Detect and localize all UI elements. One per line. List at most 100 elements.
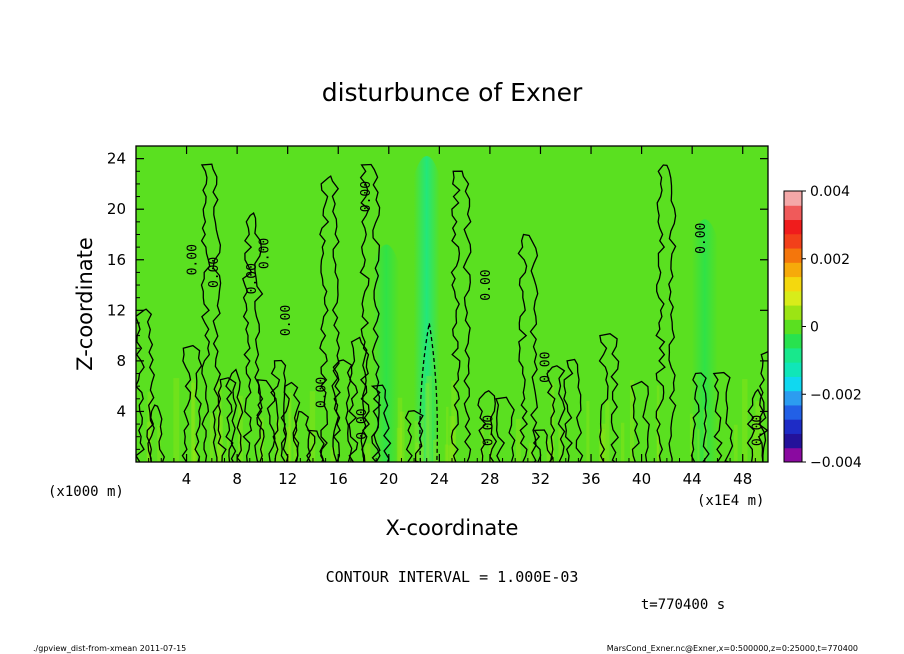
contour-line	[217, 377, 237, 462]
positive-speckle	[448, 445, 452, 462]
contour-label: 0.00	[258, 238, 273, 269]
colorbar-swatch	[784, 219, 802, 235]
x-unit-label: (x1000 m)	[48, 484, 124, 500]
x-tick-label: 20	[379, 470, 398, 488]
contour-line	[404, 410, 424, 462]
positive-speckle	[397, 397, 403, 462]
contour-line	[332, 359, 353, 462]
x-tick-label: 28	[480, 470, 499, 488]
x-tick-label: 24	[430, 470, 449, 488]
contour-label: 0.00	[355, 408, 370, 439]
colorbar-tick-label: 0	[810, 320, 819, 336]
x-scale-label: (x1E4 m)	[697, 493, 764, 509]
colorbar-swatch	[784, 362, 802, 377]
positive-speckle	[742, 379, 748, 462]
contour-label: 0.00	[538, 352, 553, 383]
contour-line	[348, 336, 368, 462]
colorbar-swatch	[784, 390, 802, 406]
y-tick-label: 20	[107, 200, 126, 218]
contour-line	[256, 379, 276, 462]
contour-line	[359, 163, 381, 462]
positive-speckle	[451, 380, 456, 462]
contour-line	[712, 371, 734, 462]
colorbar-swatch	[784, 376, 802, 392]
contour-line	[450, 170, 472, 462]
colorbar-swatch	[784, 191, 802, 206]
positive-speckle	[147, 392, 152, 462]
x-tick-label: 12	[278, 470, 297, 488]
contour-line	[495, 396, 516, 462]
contour-line	[146, 404, 166, 462]
contour-line	[517, 233, 539, 462]
colorbar-swatch	[784, 433, 802, 449]
positive-speckle	[489, 412, 493, 462]
y-tick-label: 16	[107, 251, 126, 269]
colorbar-swatch	[784, 319, 802, 335]
positive-speckle	[605, 400, 610, 462]
colorbar-swatch	[784, 276, 802, 292]
positive-speckle	[309, 391, 316, 462]
positive-speckle	[226, 436, 229, 462]
positive-speckle	[733, 424, 738, 462]
contour-line	[280, 381, 301, 462]
negative-contour	[419, 322, 438, 462]
positive-speckle	[558, 428, 562, 462]
contour-line	[746, 388, 767, 462]
contour-line	[546, 365, 566, 462]
anomaly-region	[691, 219, 718, 462]
positive-speckle	[209, 413, 214, 462]
x-tick-label: 4	[182, 470, 192, 488]
contour-line	[136, 308, 156, 462]
colorbar-swatch	[784, 233, 802, 249]
x-tick-label: 40	[632, 470, 651, 488]
y-tick-label: 8	[116, 352, 126, 370]
x-tick-label: 36	[581, 470, 600, 488]
positive-speckle	[752, 415, 756, 462]
contour-label: 0.00	[186, 244, 201, 275]
contour-line	[598, 333, 620, 462]
positive-speckle	[481, 424, 484, 462]
x-axis-label: X-coordinate	[386, 516, 519, 540]
positive-speckle	[191, 379, 195, 462]
contour-line	[630, 380, 650, 462]
positive-speckle	[288, 393, 292, 462]
positive-speckle	[426, 376, 432, 462]
contour-label: 0.00	[694, 223, 709, 254]
heatmap-area	[136, 146, 768, 462]
positive-speckle	[192, 447, 198, 462]
time-label: t=770400 s	[641, 597, 725, 613]
positive-speckle	[551, 383, 555, 462]
x-tick-label: 48	[733, 470, 752, 488]
positive-speckle	[275, 419, 281, 462]
colorbar-swatch	[784, 404, 802, 420]
contour-label: 0.00	[245, 263, 260, 294]
positive-speckle	[586, 400, 590, 462]
positive-speckle	[396, 427, 402, 462]
positive-speckle	[755, 401, 761, 462]
contour-line	[242, 211, 264, 462]
positive-speckle	[415, 442, 422, 462]
positive-speckle	[237, 395, 243, 462]
positive-speckle	[599, 423, 606, 462]
contour-label: 0.00	[315, 377, 330, 408]
contour-label: 0.00	[751, 415, 766, 446]
positive-speckle	[284, 426, 291, 462]
colorbar-swatch	[784, 333, 802, 349]
x-tick-label: 16	[329, 470, 348, 488]
positive-speckle	[656, 436, 659, 462]
colorbar-swatch	[784, 262, 802, 278]
contour-label: 0.00	[359, 181, 374, 212]
contour-label: 0.00	[207, 257, 222, 288]
positive-speckle	[364, 443, 371, 462]
x-tick-label: 44	[683, 470, 702, 488]
contour-interval-text: CONTOUR INTERVAL = 1.000E-03	[326, 568, 579, 586]
positive-speckle	[528, 442, 533, 462]
y-tick-label: 4	[116, 402, 126, 420]
contour-line	[293, 410, 311, 462]
positive-speckle	[287, 398, 291, 462]
y-tick-label: 24	[107, 150, 126, 168]
contour-line	[181, 344, 203, 462]
positive-speckle	[424, 383, 430, 462]
positive-speckle	[399, 411, 405, 462]
